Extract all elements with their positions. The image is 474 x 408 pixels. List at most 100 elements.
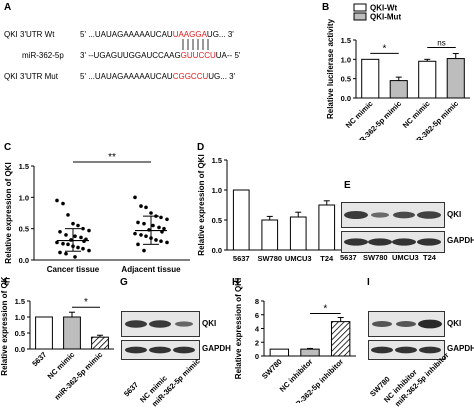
panel-label-b: B <box>322 2 330 13</box>
blot-g-qki <box>121 311 200 337</box>
seq-site-wt: UAAGGA <box>172 30 207 39</box>
chart-b-bar <box>361 58 380 99</box>
chart-c-point <box>149 211 153 215</box>
chart-f-significance-label: * <box>84 297 88 308</box>
blot-i-qki <box>368 311 445 337</box>
chart-d-x-tick-label: SW780 <box>257 254 282 263</box>
blot-i-qki-bands <box>372 319 442 329</box>
chart-c-significance-label: ** <box>108 152 116 163</box>
chart-f-y-axis-label: Relative expression of QKI <box>0 277 9 376</box>
blot-e-lane-3: UMCU3 <box>392 253 419 262</box>
chart-c-y-tick-label: 1.0 <box>19 193 29 202</box>
chart-c-x-tick-label: Cancer tissue <box>47 265 100 274</box>
seq-name-mut: QKI 3'UTR Mut <box>4 72 58 81</box>
chart-h-y-tick-label: 4 <box>255 325 260 334</box>
chart-c-point <box>76 245 80 250</box>
panel-label-f: F <box>4 277 11 288</box>
seq-site-mir: GUUCCU <box>180 51 216 60</box>
chart-d-y-tick-label: 1.5 <box>212 156 222 165</box>
seq-prime: 5' <box>80 30 86 39</box>
chart-c-point <box>73 255 77 259</box>
blot-g-gapdh-label: GAPDH <box>202 344 231 353</box>
chart-b-y-tick-label: 0.0 <box>341 94 351 103</box>
seq-prime: 5' <box>80 72 86 81</box>
chart-c-y-tick-label: 1.5 <box>19 162 29 171</box>
chart-c-point <box>58 250 62 255</box>
chart-b-significance-label: * <box>383 43 387 54</box>
chart-b-significance-label: ns <box>437 39 445 48</box>
chart-d-bar <box>289 216 307 251</box>
chart-c-point <box>139 233 143 237</box>
chart-b-legend-swatch <box>353 3 367 12</box>
chart-c-tissue-scatter: 0.0 0.5 1.0 1.5 Relative expression of QKI Ca… <box>4 152 190 274</box>
chart-b-y-tick-label: 1.0 <box>341 55 351 64</box>
chart-h-x-tick-label: SW780 <box>260 357 284 381</box>
chart-b-legend-label: QKI-Mut <box>370 13 401 22</box>
chart-b-legend-label: QKI-Wt <box>370 4 397 13</box>
blot-e-gapdh-label: GAPDH <box>447 236 474 245</box>
chart-c-point <box>55 240 59 245</box>
chart-c-point <box>79 235 83 240</box>
chart-c-point <box>71 221 75 226</box>
chart-d-y-tick-label: 1.0 <box>212 186 222 195</box>
seq-post: UG... <box>206 30 226 39</box>
chart-h-y-axis-label: Relative expression of QKI <box>234 278 243 379</box>
panel-label-g: G <box>120 277 128 288</box>
chart-c-y-tick-label: 0.0 <box>19 256 29 265</box>
chart-f-x-tick-label: 5637 <box>30 350 48 368</box>
blot-g-gapdh-bands <box>125 346 195 354</box>
chart-f-bar <box>35 316 53 350</box>
chart-f-bar <box>63 316 81 350</box>
chart-b-bar <box>418 60 437 99</box>
chart-c-point <box>76 223 80 228</box>
blot-i-gapdh-bands <box>371 346 441 354</box>
chart-c-point <box>81 246 85 251</box>
chart-c-point <box>61 241 65 246</box>
chart-b-y-tick-label: 1.5 <box>341 36 351 45</box>
panel-label-d: D <box>197 142 205 153</box>
chart-h-bar <box>300 348 320 357</box>
chart-c-point <box>159 239 163 243</box>
chart-d-x-tick-label: 5637 <box>233 254 250 263</box>
chart-c-point <box>142 248 146 253</box>
chart-c-point <box>165 240 169 245</box>
chart-c-point <box>87 248 91 253</box>
chart-d-cell-lines: 0.0 0.5 1.0 1.5 Relative expression of QKI 56… <box>197 154 341 263</box>
chart-b-bar <box>446 58 465 99</box>
blot-i-qki-label: QKI <box>447 319 462 328</box>
chart-b-legend-swatch <box>353 12 367 21</box>
chart-d-bar <box>232 189 250 251</box>
chart-c-point <box>144 234 148 238</box>
panel-label-a: A <box>4 2 12 13</box>
blot-g-qki-label: QKI <box>202 319 217 328</box>
chart-c-y-tick-label: 0.5 <box>19 225 29 234</box>
chart-d-y-tick-label: 0.0 <box>212 246 222 255</box>
chart-c-point <box>66 213 70 217</box>
chart-c-point <box>58 230 62 234</box>
chart-c-point <box>82 239 86 243</box>
seq-name-wt: QKI 3'UTR Wt <box>4 30 55 39</box>
blot-e-gapdh <box>341 231 445 253</box>
blot-g-lane-1: 5637 <box>122 380 141 399</box>
blot-i-gapdh <box>368 340 445 360</box>
chart-d-x-tick-label: UMCU3 <box>285 254 312 263</box>
seq-prime: 3' <box>229 72 236 81</box>
chart-b-y-axis-label: Relative luciferase activity <box>326 18 335 119</box>
seq-row-mut: 5' ...UAUAGAAAAAUCAUCGGCCUUG... 3' <box>80 72 235 81</box>
blot-g-gapdh <box>121 340 200 360</box>
chart-c-x-tick-label: Adjacent tissue <box>121 265 181 274</box>
chart-d-y-axis-label: Relative expression of QKI <box>197 154 206 255</box>
chart-f-y-tick-label: 0.5 <box>15 329 25 338</box>
chart-c-point <box>165 217 169 222</box>
seq-post: UG... <box>208 72 227 81</box>
panel-label-e: E <box>344 180 351 191</box>
chart-c-point <box>73 234 77 238</box>
chart-b-y-tick-label: 0.5 <box>341 75 351 84</box>
chart-h-bar <box>330 321 351 357</box>
blot-g-qki-bands <box>125 320 193 328</box>
panel-label-i: I <box>367 277 370 288</box>
seq-pre: ...UAUAGAAAAAUCAU <box>88 72 173 81</box>
chart-c-point <box>61 201 65 206</box>
chart-f-x-tick-label: miR-362-5p mimic <box>53 350 105 402</box>
